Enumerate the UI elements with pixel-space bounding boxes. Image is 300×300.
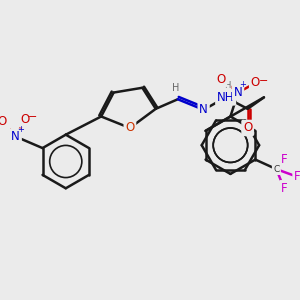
Text: N: N — [234, 86, 242, 99]
Text: F: F — [281, 153, 287, 166]
Text: F: F — [281, 182, 287, 195]
Text: +: + — [239, 80, 246, 89]
Text: +: + — [17, 125, 24, 134]
Text: F: F — [294, 170, 300, 183]
Text: C: C — [273, 165, 280, 174]
Text: O: O — [21, 113, 30, 126]
Text: H: H — [172, 83, 179, 93]
Text: N: N — [199, 103, 208, 116]
Text: O: O — [216, 73, 226, 86]
Text: −: − — [259, 76, 268, 86]
Text: −: − — [28, 112, 38, 122]
Text: O: O — [243, 122, 252, 134]
Text: O: O — [251, 76, 260, 89]
Text: NH: NH — [217, 91, 234, 104]
Text: H: H — [224, 81, 231, 90]
Text: N: N — [11, 130, 20, 143]
Text: O: O — [0, 115, 7, 128]
Text: O: O — [125, 122, 134, 134]
